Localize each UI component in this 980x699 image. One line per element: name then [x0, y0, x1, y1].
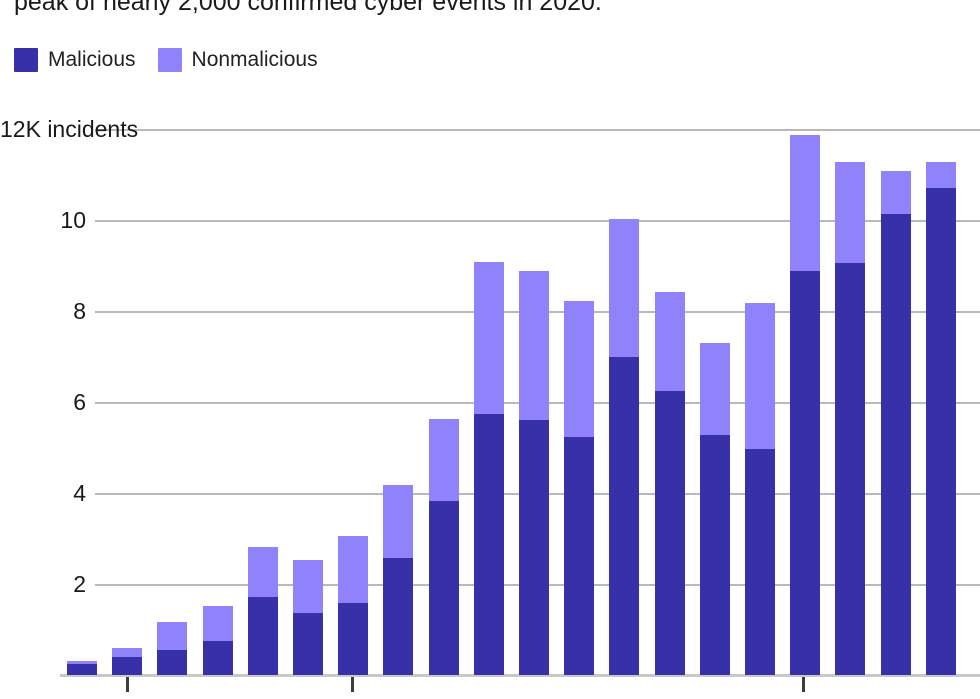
bar-segment-malicious[interactable]	[293, 612, 323, 676]
legend-item-malicious[interactable]: Malicious	[14, 48, 136, 72]
bar-segment-nonmalicious[interactable]	[67, 660, 97, 665]
gridline-10	[95, 220, 980, 222]
bar-group[interactable]	[67, 660, 97, 676]
bar-group[interactable]	[790, 134, 821, 676]
bar-segment-malicious[interactable]	[112, 657, 143, 676]
bar-group[interactable]	[880, 171, 911, 676]
bar-segment-nonmalicious[interactable]	[247, 547, 278, 598]
bar-group[interactable]	[609, 218, 640, 676]
bar-segment-malicious[interactable]	[519, 420, 549, 676]
bar-group[interactable]	[654, 292, 685, 676]
legend-swatch-nonmalicious	[157, 48, 182, 72]
bar-group[interactable]	[428, 418, 459, 676]
bar-segment-nonmalicious[interactable]	[835, 161, 866, 263]
bar-group[interactable]	[293, 559, 323, 676]
bar-group[interactable]	[564, 300, 595, 676]
bar-group[interactable]	[112, 648, 143, 676]
y-axis-label-2: 2	[73, 570, 86, 597]
x-axis-tick-0	[126, 677, 129, 692]
gridline-12	[95, 129, 980, 132]
y-axis-label-12: 12K incidents	[0, 116, 139, 143]
legend-label-nonmalicious: Nonmalicious	[191, 48, 318, 71]
y-axis-label-10: 10	[60, 207, 86, 233]
y-axis-label-4: 4	[73, 479, 86, 506]
bar-segment-malicious[interactable]	[609, 357, 640, 676]
bar-segment-nonmalicious[interactable]	[564, 300, 595, 437]
bar-segment-malicious[interactable]	[835, 262, 866, 676]
bar-segment-malicious[interactable]	[925, 188, 956, 676]
bar-group[interactable]	[157, 621, 188, 676]
bar-segment-malicious[interactable]	[202, 641, 233, 676]
x-axis-tick-2	[802, 677, 805, 692]
chart-legend: Malicious Nonmalicious	[14, 45, 340, 75]
bar-segment-malicious[interactable]	[745, 449, 775, 676]
x-axis-line	[60, 674, 980, 677]
bar-segment-nonmalicious[interactable]	[338, 535, 369, 603]
bar-segment-malicious[interactable]	[654, 391, 685, 676]
bar-group[interactable]	[383, 484, 414, 676]
x-axis-tick-1	[351, 677, 354, 692]
bar-segment-nonmalicious[interactable]	[654, 292, 685, 392]
bar-group[interactable]	[338, 535, 369, 676]
bar-segment-malicious[interactable]	[790, 270, 821, 676]
bar-segment-malicious[interactable]	[880, 214, 911, 676]
bar-segment-malicious[interactable]	[247, 597, 278, 676]
bar-segment-nonmalicious[interactable]	[880, 171, 911, 215]
bar-segment-malicious[interactable]	[428, 500, 459, 676]
bar-segment-malicious[interactable]	[338, 602, 369, 676]
bar-segment-nonmalicious[interactable]	[745, 302, 775, 450]
bar-segment-nonmalicious[interactable]	[699, 342, 730, 435]
y-axis-label-8: 8	[73, 297, 86, 324]
bar-segment-malicious[interactable]	[699, 434, 730, 676]
bar-segment-nonmalicious[interactable]	[428, 418, 459, 501]
bar-segment-malicious[interactable]	[383, 558, 414, 676]
bar-segment-nonmalicious[interactable]	[293, 559, 323, 613]
legend-label-malicious: Malicious	[48, 48, 136, 71]
bar-segment-malicious[interactable]	[67, 664, 97, 676]
bar-segment-nonmalicious[interactable]	[473, 261, 504, 415]
bar-segment-nonmalicious[interactable]	[383, 484, 414, 559]
y-axis-label-6: 6	[73, 388, 86, 415]
chart-title: peak of nearly 2,000 confirmed cyber eve…	[14, 0, 602, 16]
bar-segment-nonmalicious[interactable]	[202, 606, 233, 642]
bar-segment-nonmalicious[interactable]	[925, 161, 956, 189]
bar-segment-nonmalicious[interactable]	[519, 270, 549, 421]
bar-group[interactable]	[202, 606, 233, 676]
bar-segment-nonmalicious[interactable]	[609, 218, 640, 358]
bar-group[interactable]	[745, 302, 775, 676]
bar-segment-malicious[interactable]	[564, 436, 595, 676]
bar-group[interactable]	[699, 342, 730, 676]
bar-group[interactable]	[247, 547, 278, 676]
legend-swatch-malicious	[14, 48, 38, 72]
bar-group[interactable]	[519, 270, 549, 676]
bar-group[interactable]	[925, 161, 956, 676]
bar-group[interactable]	[473, 261, 504, 676]
bar-segment-nonmalicious[interactable]	[157, 621, 188, 651]
bar-segment-nonmalicious[interactable]	[112, 648, 143, 658]
bar-group[interactable]	[835, 161, 866, 676]
legend-item-nonmalicious[interactable]: Nonmalicious	[157, 48, 318, 72]
bar-segment-nonmalicious[interactable]	[790, 134, 821, 271]
bar-segment-malicious[interactable]	[473, 414, 504, 676]
bar-segment-malicious[interactable]	[157, 650, 188, 676]
